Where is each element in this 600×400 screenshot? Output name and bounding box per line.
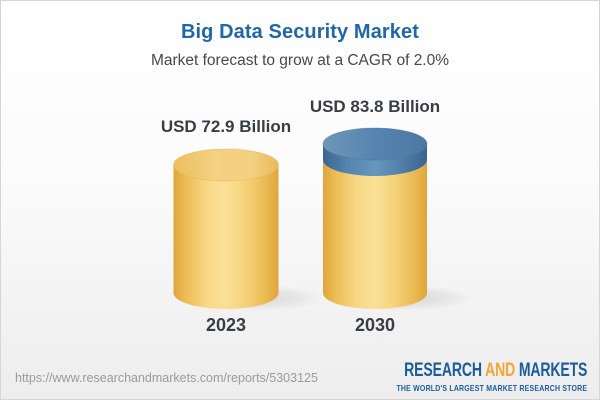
chart-title: Big Data Security Market	[180, 21, 420, 43]
value-label-2023: USD 72.9 Billion	[160, 117, 292, 136]
cylinder-bar-2030	[322, 127, 428, 309]
research-and-markets-logo: RESEARCH AND MARKETS THE WORLD'S LARGEST…	[333, 359, 587, 393]
logo-word-markets: MARKETS	[518, 359, 588, 381]
logo-word-research: RESEARCH	[403, 359, 482, 381]
value-label-2030: USD 83.8 Billion	[309, 97, 441, 116]
report-url-text: https://www.researchandmarkets.com/repor…	[15, 371, 318, 385]
category-label-2030: 2030	[354, 315, 396, 335]
logo-wordmark: RESEARCH AND MARKETS	[404, 359, 587, 382]
category-label-2023: 2023	[205, 315, 247, 335]
logo-tagline: THE WORLD'S LARGEST MARKET RESEARCH STOR…	[396, 383, 587, 393]
cylinder-bar-2023	[173, 148, 279, 309]
chart-subtitle: Market forecast to grow at a CAGR of 2.0…	[150, 52, 450, 69]
logo-word-and: AND	[484, 359, 515, 381]
